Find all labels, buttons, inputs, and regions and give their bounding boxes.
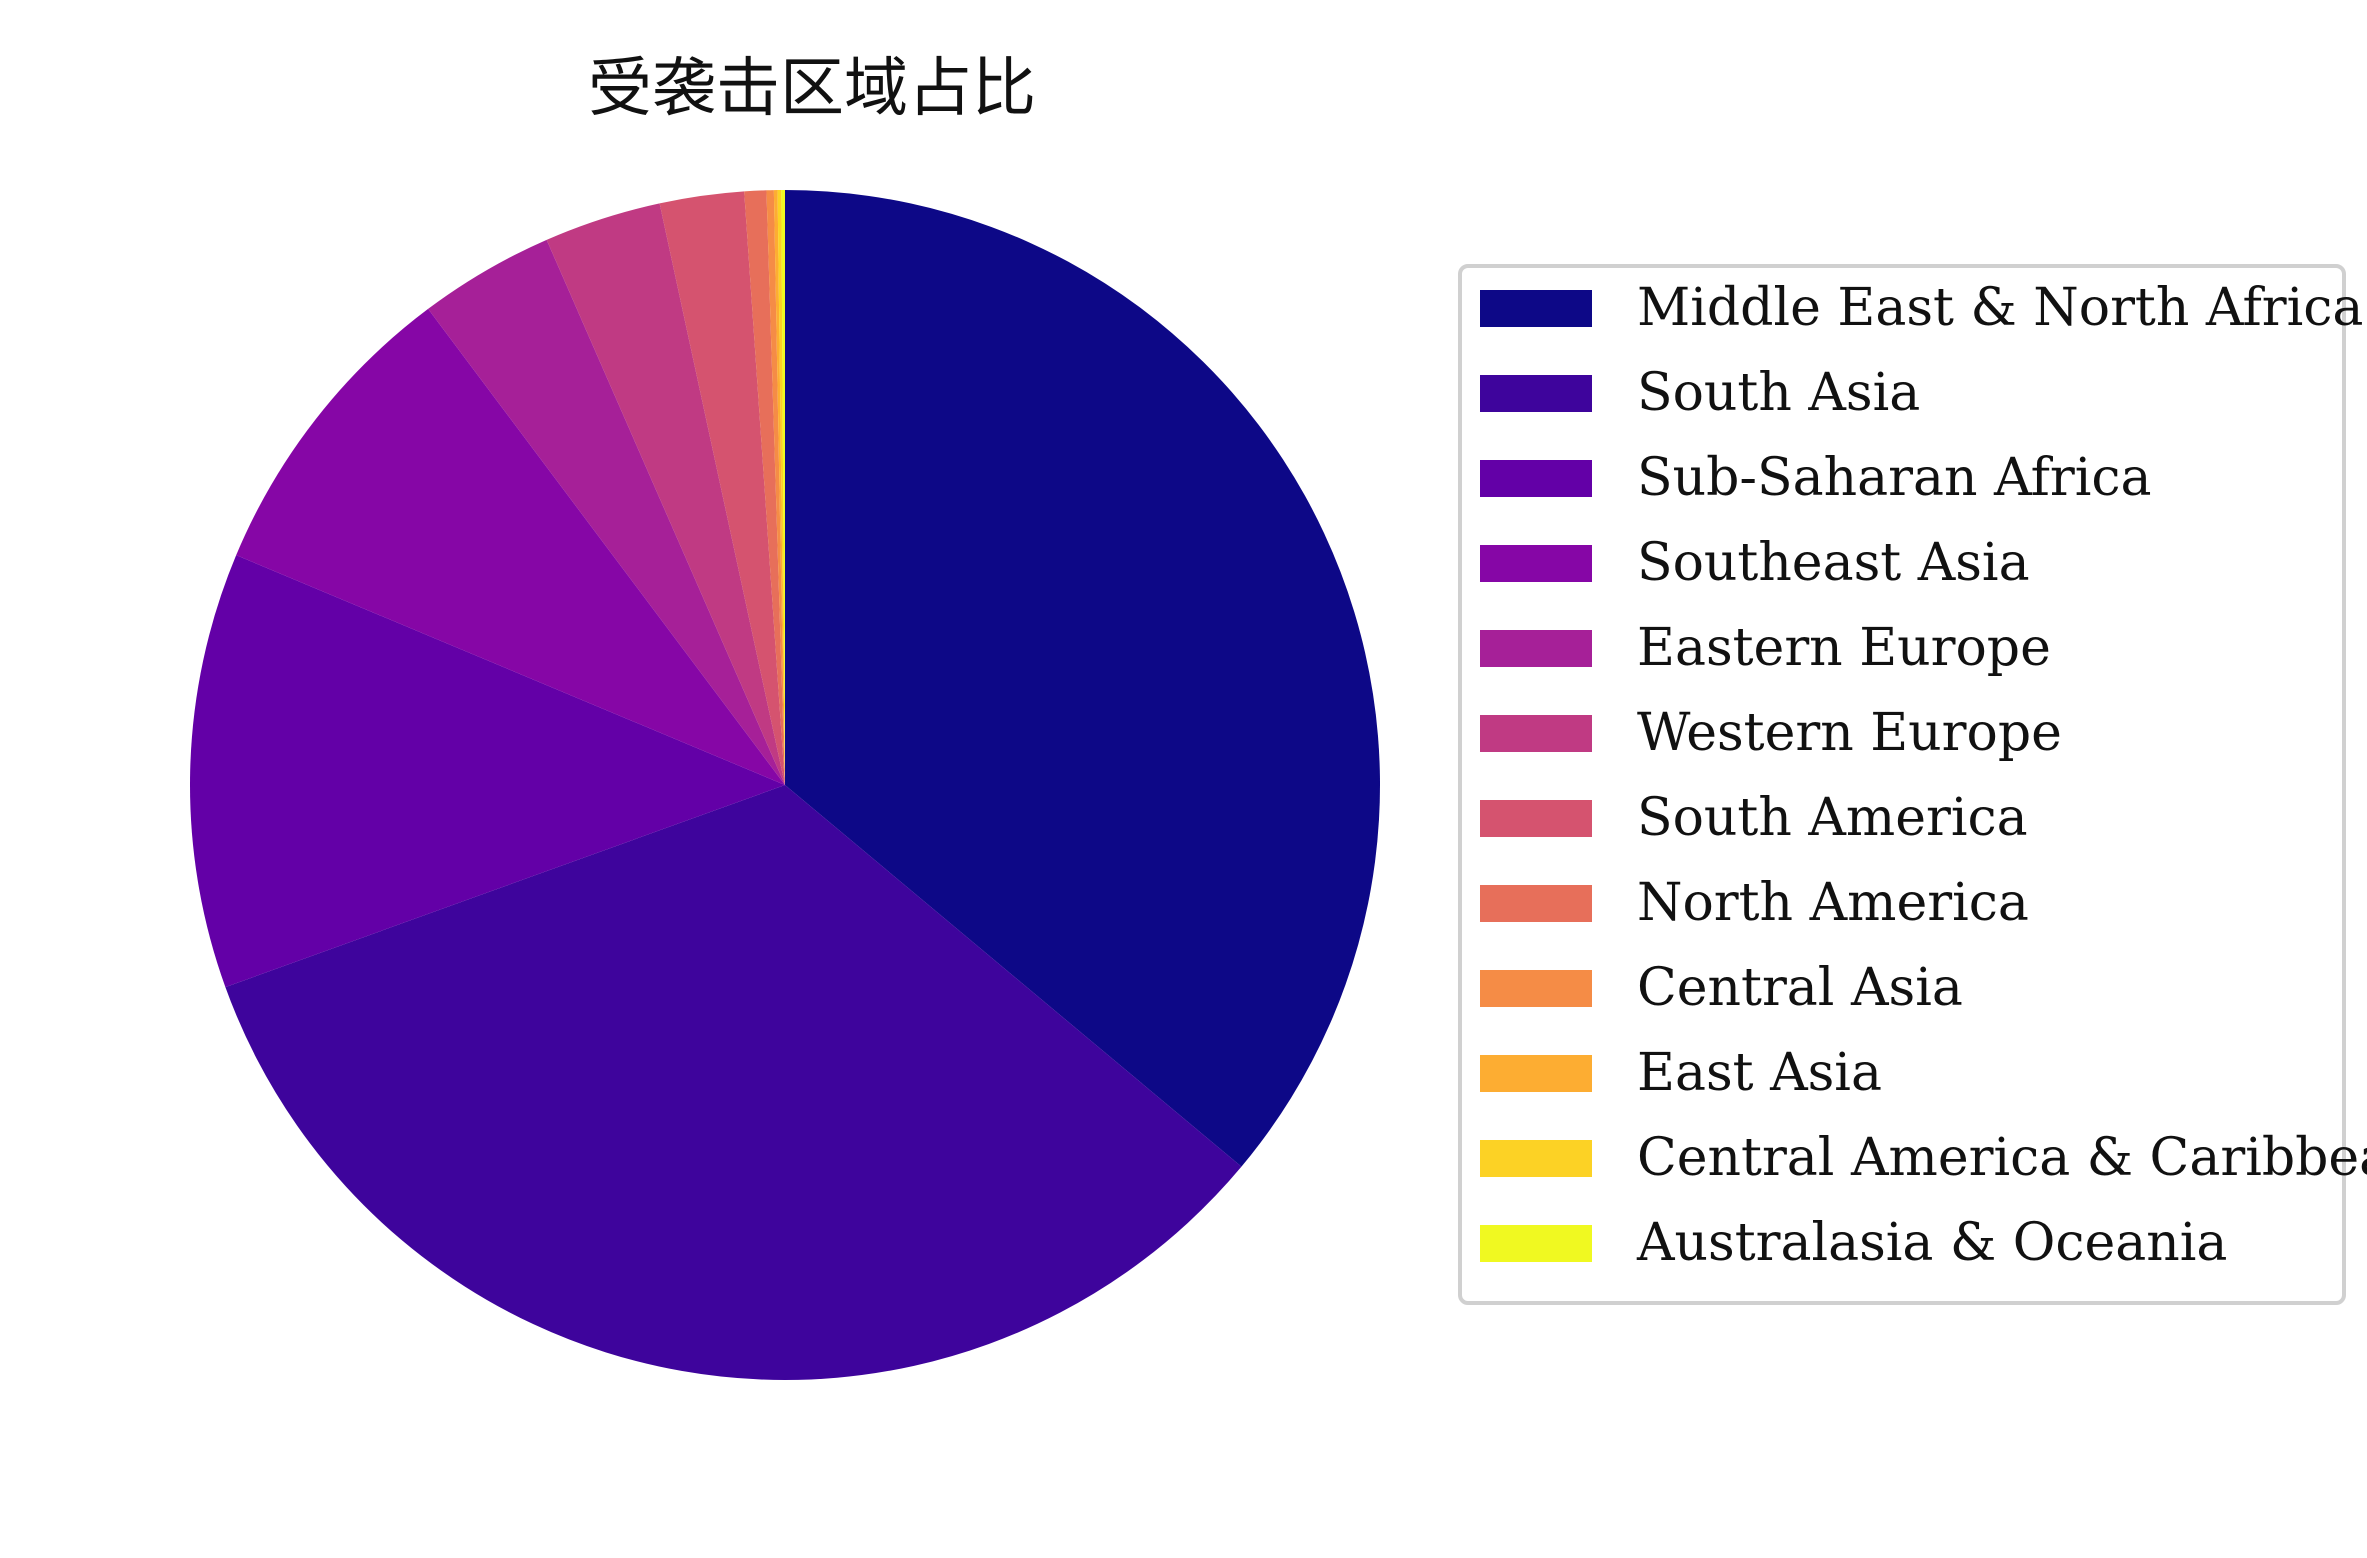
legend-label-south-america: South America [1637, 788, 2028, 848]
legend-swatch-eastern-europe [1480, 630, 1592, 667]
pie-slice-central-america-caribbean [777, 190, 785, 785]
pie-slices [189, 189, 1381, 1381]
legend-label-australasia-oceania: Australasia & Oceania [1636, 1213, 2227, 1273]
pie-slice-sub-saharan-africa [189, 555, 786, 988]
legend-label-sub-saharan-africa: Sub-Saharan Africa [1637, 448, 2151, 508]
legend: Middle East & North Africa South Asia Sub-… [1458, 264, 2367, 1305]
legend-swatch-central-america-caribbean [1480, 1140, 1592, 1177]
pie-slice-central-asia [766, 190, 785, 786]
pie-slice-north-america [744, 190, 785, 786]
pie-slice-australasia-oceania [781, 189, 785, 785]
pie-slice-southeast-asia [236, 308, 785, 785]
legend-swatch-south-asia [1480, 375, 1592, 412]
legend-label-south-asia: South Asia [1637, 363, 1920, 423]
pie-slice-eastern-europe [428, 239, 785, 786]
legend-label-southeast-asia: Southeast Asia [1637, 533, 2030, 593]
legend-swatch-sub-saharan-africa [1480, 460, 1592, 497]
legend-label-central-america-caribbean: Central America & Caribbean [1637, 1128, 2367, 1188]
legend-label-north-america: North America [1637, 873, 2029, 933]
pie-slice-east-asia [773, 190, 785, 786]
legend-swatch-central-asia [1480, 970, 1592, 1007]
pie-slice-western-europe [546, 203, 785, 785]
legend-label-middle-east-north-africa: Middle East & North Africa [1637, 278, 2363, 338]
pie-slice-south-asia [225, 785, 1242, 1381]
legend-label-central-asia: Central Asia [1637, 958, 1963, 1018]
chart-title: 受袭击区域占比 [588, 52, 1036, 126]
legend-label-western-europe: Western Europe [1637, 703, 2062, 763]
legend-frame [1458, 264, 2346, 1305]
legend-swatch-south-america [1480, 800, 1592, 837]
pie-slice-middle-east-north-africa [785, 190, 1381, 1167]
pie-slice-south-america [659, 191, 785, 785]
legend-label-east-asia: East Asia [1637, 1043, 1882, 1103]
legend-label-eastern-europe: Eastern Europe [1637, 618, 2051, 678]
legend-swatch-east-asia [1480, 1055, 1592, 1092]
legend-swatch-north-america [1480, 885, 1592, 922]
legend-swatch-southeast-asia [1480, 545, 1592, 582]
legend-swatch-australasia-oceania [1480, 1225, 1592, 1262]
legend-swatch-middle-east-north-africa [1480, 290, 1592, 327]
legend-swatch-western-europe [1480, 715, 1592, 752]
